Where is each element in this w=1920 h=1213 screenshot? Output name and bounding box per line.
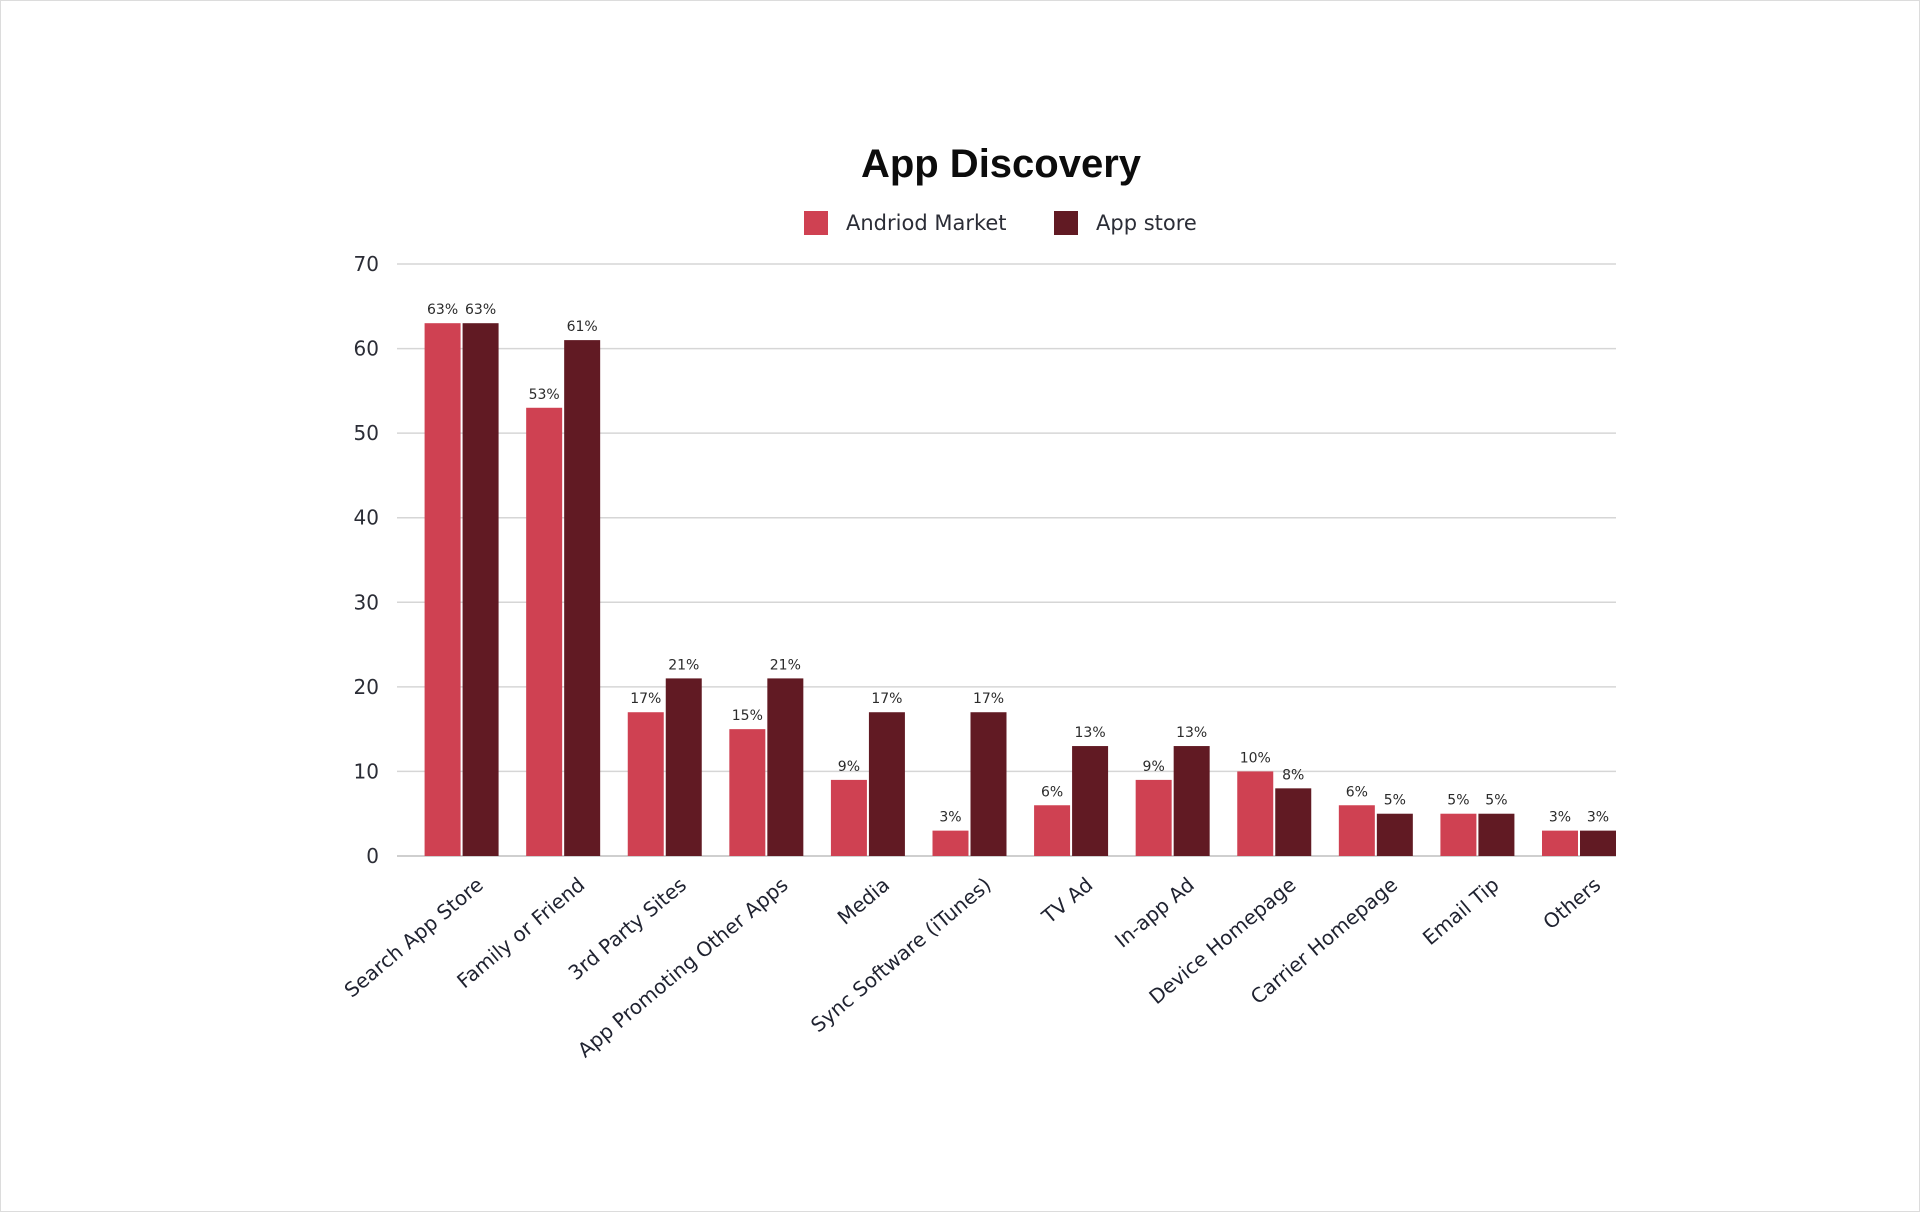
data-label-0-1: 53% [529,387,560,403]
data-label-0-9: 6% [1346,784,1368,800]
bar-1-2 [665,678,702,856]
bar-0-2 [627,712,664,856]
bar-0-5 [932,830,969,856]
bar-1-3 [767,678,804,856]
y-tick-label-10: 10 [354,759,379,783]
chart-legend: Andriod Market App store [804,211,1197,235]
y-tick-label-50: 50 [354,421,379,445]
data-label-0-0: 63% [427,302,458,318]
bar-0-4 [830,779,867,856]
bar-0-7 [1135,779,1172,856]
data-label-1-3: 21% [770,657,801,673]
data-label-0-5: 3% [939,810,961,826]
x-tick-label-11: Others [1538,872,1605,934]
bar-1-5 [970,712,1007,856]
bar-1-1 [564,340,601,857]
data-label-1-9: 5% [1384,793,1406,809]
data-labels: 63% 63% 53% 61% 17% 21% 15% 21% 9% 17% 3% 17% 6% 13% 9… [427,302,1609,825]
data-label-1-4: 17% [871,691,902,707]
bar-0-9 [1338,805,1375,856]
bar-1-7 [1173,746,1210,856]
x-tick-label-5: Sync Software (iTunes) [806,872,996,1037]
data-label-1-11: 3% [1587,810,1609,826]
legend-swatch-1 [1054,211,1078,235]
x-tick-label-4: Media [833,872,894,929]
y-tick-label-30: 30 [354,590,379,614]
data-label-0-3: 15% [732,708,763,724]
legend-label-0: Andriod Market [846,211,1007,235]
data-label-1-6: 13% [1075,725,1106,741]
chart-title: App Discovery [861,142,1142,186]
bar-1-8 [1275,788,1312,856]
y-tick-label-20: 20 [354,675,379,699]
data-label-1-8: 8% [1282,767,1304,783]
data-label-1-7: 13% [1176,725,1207,741]
data-label-0-7: 9% [1143,759,1165,775]
bar-0-8 [1237,771,1274,856]
x-tick-label-10: Email Tip [1418,872,1504,949]
data-label-0-11: 3% [1549,810,1571,826]
data-label-1-2: 21% [668,657,699,673]
data-label-1-5: 17% [973,691,1004,707]
data-label-1-1: 61% [567,319,598,335]
data-label-0-6: 6% [1041,784,1063,800]
y-tick-label-0: 0 [366,844,379,868]
y-tick-label-40: 40 [354,506,379,530]
data-label-1-10: 5% [1485,793,1507,809]
y-axis: 0 10 20 30 40 50 60 70 [354,252,379,868]
x-tick-label-7: In-app Ad [1110,872,1199,952]
x-tick-label-3: App Promoting Other Apps [573,872,793,1062]
bar-1-9 [1376,813,1413,856]
legend-label-1: App store [1096,211,1197,235]
bar-1-11 [1580,830,1616,856]
data-label-0-8: 10% [1240,750,1271,766]
bar-0-1 [526,407,563,856]
x-tick-label-6: TV Ad [1036,872,1097,928]
data-label-1-0: 63% [465,302,496,318]
data-label-0-2: 17% [630,691,661,707]
chart-bars [424,323,1616,857]
data-label-0-4: 9% [838,759,860,775]
bar-0-10 [1440,813,1477,856]
bar-0-6 [1034,805,1071,856]
y-tick-label-60: 60 [354,337,379,361]
bar-0-3 [729,729,766,856]
legend-swatch-0 [804,211,828,235]
bar-1-6 [1072,746,1109,856]
bar-1-4 [868,712,905,856]
bar-1-10 [1478,813,1515,856]
bar-1-0 [462,323,499,856]
data-label-0-10: 5% [1447,793,1469,809]
y-tick-label-70: 70 [354,252,379,276]
bar-0-0 [424,323,461,856]
bar-0-11 [1542,830,1578,856]
